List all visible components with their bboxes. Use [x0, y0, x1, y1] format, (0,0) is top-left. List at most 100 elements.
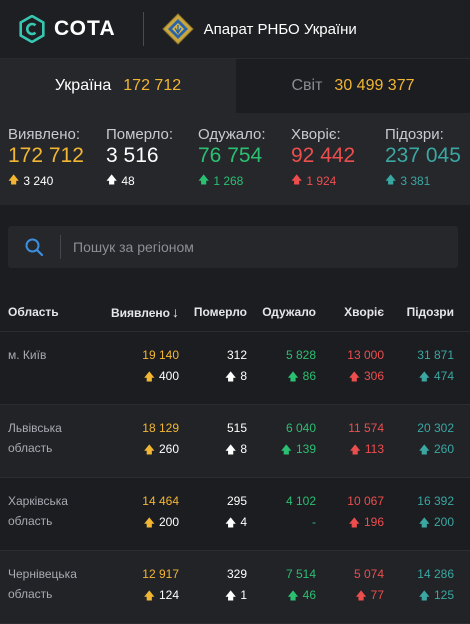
- col-sick[interactable]: Хворіє: [344, 305, 384, 319]
- search-area: [0, 205, 470, 293]
- region-line: Чернівецька: [8, 567, 77, 581]
- value: 13 000: [347, 348, 384, 362]
- table-row[interactable]: Чернівецька область 12 917 🡅 124 329 🡅 1 7…: [0, 551, 470, 624]
- delta: 125: [433, 588, 454, 602]
- rnbo-emblem[interactable]: Апарат РНБО України: [161, 13, 357, 45]
- stat-delta: 1 268: [213, 173, 244, 188]
- cell-suspected: 16 392 🡅 200: [384, 478, 464, 550]
- cell-recovered: 4 102 -: [247, 478, 316, 550]
- value: 31 871: [417, 348, 454, 362]
- cell-died: 515 🡅 8: [179, 405, 247, 477]
- sort-arrow-icon: ↓: [172, 304, 179, 320]
- stat-delta: 3 240: [23, 173, 54, 188]
- cell-sick: 5 074 🡅 77: [316, 551, 384, 623]
- value: 4 102: [285, 494, 316, 508]
- region-tabs: Україна 172 712 Світ 30 499 377: [0, 59, 470, 113]
- header-divider: [142, 12, 144, 46]
- table-row[interactable]: м. Київ 19 140 🡅 400 312 🡅 8 5 828 🡅 86 13 …: [0, 332, 470, 405]
- arrow-up-icon: 🡅: [225, 590, 237, 602]
- value: 14 286: [417, 567, 454, 581]
- arrow-up-icon: 🡅: [287, 590, 299, 602]
- cell-recovered: 7 514 🡅 46: [247, 551, 316, 623]
- table-header: Область Виявлено ↓ Померло Одужало Хворіє…: [0, 293, 470, 332]
- tab-ukraine[interactable]: Україна 172 712: [0, 59, 236, 113]
- value: 11 574: [348, 421, 384, 435]
- value: 12 917: [142, 567, 179, 581]
- search-box: [8, 226, 458, 268]
- arrow-up-icon: 🡅: [143, 444, 155, 456]
- value: 18 129: [142, 421, 179, 435]
- cell-sick: 10 067 🡅 196: [316, 478, 384, 550]
- delta: 474: [433, 369, 454, 383]
- delta: 200: [158, 515, 179, 529]
- arrow-up-icon: 🡅: [348, 517, 360, 529]
- stat-value: 3 516: [106, 144, 159, 167]
- region-line: область: [8, 514, 53, 528]
- cell-died: 312 🡅 8: [179, 332, 247, 404]
- value: 5 828: [285, 348, 316, 362]
- logo-text: СОТА: [54, 17, 116, 40]
- region-line: область: [8, 441, 53, 455]
- rnbo-emblem-icon: [161, 13, 194, 45]
- stat-delta: 48: [121, 173, 135, 188]
- delta: 86: [302, 369, 316, 383]
- value: 329: [226, 567, 247, 581]
- search-input[interactable]: [71, 238, 458, 256]
- arrow-up-icon: 🡅: [143, 590, 155, 602]
- app-header: СОТА Апарат РНБО України: [0, 0, 470, 59]
- value: 19 140: [142, 348, 179, 362]
- value: 7 514: [285, 567, 316, 581]
- cell-suspected: 20 302 🡅 260: [384, 405, 464, 477]
- delta: 139: [295, 442, 316, 456]
- arrow-up-icon: 🡅: [225, 517, 237, 529]
- table-row[interactable]: Харківська область 14 464 🡅 200 295 🡅 4 4 …: [0, 478, 470, 551]
- search-divider: [60, 235, 61, 259]
- arrow-up-icon: 🡅: [143, 371, 155, 383]
- stat-delta: 1 924: [306, 173, 337, 188]
- col-region[interactable]: Область: [8, 305, 59, 319]
- region-line: область: [8, 587, 53, 601]
- value: 515: [226, 421, 247, 435]
- stat-died: Померло: 3 516 🡅 48: [106, 113, 198, 205]
- cell-recovered: 6 040 🡅 139: [247, 405, 316, 477]
- value: 20 302: [417, 421, 454, 435]
- col-died[interactable]: Померло: [193, 305, 247, 319]
- arrow-up-icon: 🡅: [418, 517, 430, 529]
- search-icon[interactable]: [8, 237, 60, 257]
- region-name: Харківська область: [0, 478, 104, 550]
- stat-recovered: Одужало: 76 754 🡅 1 268: [198, 113, 291, 205]
- stat-value: 237 045: [385, 144, 461, 167]
- delta: 260: [433, 442, 454, 456]
- arrow-up-icon: 🡅: [418, 590, 430, 602]
- delta: 124: [158, 588, 179, 602]
- cota-logo-icon: [19, 15, 45, 43]
- cell-died: 295 🡅 4: [179, 478, 247, 550]
- stat-label: Одужало:: [198, 126, 266, 143]
- value: 295: [226, 494, 247, 508]
- col-detected[interactable]: Виявлено ↓: [104, 304, 179, 320]
- col-suspected[interactable]: Підозри: [406, 305, 454, 319]
- arrow-up-icon: 🡅: [291, 174, 303, 186]
- arrow-up-icon: 🡅: [225, 444, 237, 456]
- arrow-up-icon: 🡅: [287, 371, 299, 383]
- region-name: м. Київ: [0, 332, 104, 404]
- table-row[interactable]: Львівська область 18 129 🡅 260 515 🡅 8 6 0…: [0, 405, 470, 478]
- cell-sick: 13 000 🡅 306: [316, 332, 384, 404]
- delta: 8: [240, 369, 247, 383]
- delta: 46: [302, 588, 316, 602]
- cota-logo[interactable]: СОТА: [18, 15, 116, 43]
- tab-world[interactable]: Світ 30 499 377: [236, 59, 470, 113]
- summary-stats: Виявлено: 172 712 🡅 3 240 Померло: 3 516 …: [0, 113, 470, 205]
- stat-label: Виявлено:: [8, 126, 81, 143]
- cell-detected: 14 464 🡅 200: [104, 478, 179, 550]
- col-recovered[interactable]: Одужало: [262, 305, 316, 319]
- stat-value: 92 442: [291, 144, 356, 167]
- cell-died: 329 🡅 1: [179, 551, 247, 623]
- delta: 113: [364, 442, 384, 456]
- cell-detected: 18 129 🡅 260: [104, 405, 179, 477]
- stat-value: 172 712: [8, 144, 84, 167]
- stat-suspected: Підозри: 237 045 🡅 3 381: [385, 113, 464, 205]
- delta: 77: [370, 588, 384, 602]
- delta: 400: [158, 369, 179, 383]
- cell-recovered: 5 828 🡅 86: [247, 332, 316, 404]
